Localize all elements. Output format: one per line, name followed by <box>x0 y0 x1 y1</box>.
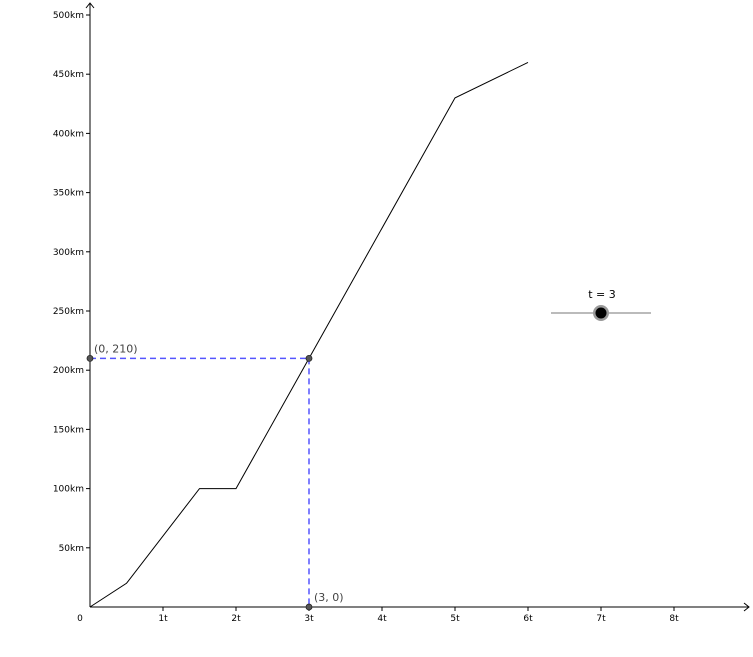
slider-knob[interactable] <box>595 307 607 319</box>
x-ticks: 0 1t 2t 3t 4t 5t 6t 7t 8t <box>77 607 679 624</box>
y-axis-arrow <box>85 2 95 9</box>
x-tick-label: 2t <box>231 614 241 624</box>
x-tick-label: 7t <box>596 614 606 624</box>
x-tick-label: 0 <box>77 614 83 624</box>
y-axis-point-label: (0, 210) <box>94 342 138 355</box>
x-tick-label: 6t <box>523 614 533 624</box>
y-tick-label: 450km <box>53 70 84 80</box>
series <box>89 61 529 608</box>
x-tick-label: 3t <box>304 614 314 624</box>
y-tick-label: 100km <box>53 485 84 495</box>
y-tick-label: 300km <box>53 248 84 258</box>
slider-label: t = 3 <box>588 288 616 301</box>
y-ticks: 50km 100km 150km 200km 250km 300km 350km 400km 4… <box>53 11 90 554</box>
axes <box>85 2 750 612</box>
x-axis-arrow <box>743 602 750 612</box>
y-axis-point <box>86 354 94 362</box>
x-tick-label: 5t <box>450 614 460 624</box>
x-tick-label: 8t <box>669 614 679 624</box>
y-tick-label: 400km <box>53 129 84 139</box>
y-tick-label: 200km <box>53 366 84 376</box>
x-axis-point-label: (3, 0) <box>314 591 344 604</box>
distance-series-line <box>89 61 529 608</box>
intersection-point <box>305 354 313 362</box>
x-axis-point <box>305 603 313 611</box>
y-tick-label: 500km <box>53 11 84 21</box>
y-tick-label: 350km <box>53 189 84 199</box>
y-tick-label: 50km <box>59 544 84 554</box>
y-tick-label: 150km <box>53 425 84 435</box>
x-tick-label: 4t <box>377 614 387 624</box>
highlight-guides: (0, 210) (3, 0) <box>86 342 344 611</box>
t-slider[interactable]: t = 3 <box>551 288 651 321</box>
y-tick-label: 250km <box>53 307 84 317</box>
x-tick-label: 1t <box>158 614 168 624</box>
